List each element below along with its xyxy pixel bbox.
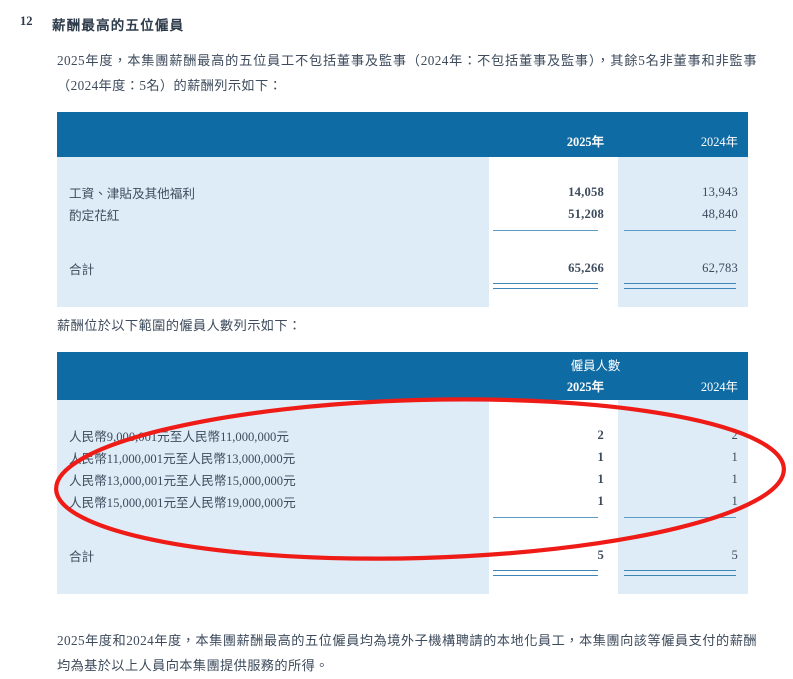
spacer-row [57,520,748,544]
section-number: 12 [20,14,33,28]
table-row: 人民幣13,000,001元至人民幣15,000,000元 1 1 [57,468,748,490]
header-group-label: 僱員人數 [489,352,748,375]
row-label: 人民幣9,000,001元至人民幣11,000,000元 [57,424,489,446]
total-double-rule [57,279,748,290]
subtotal-rule [57,512,748,520]
table-header-group-row: 僱員人數 [57,352,748,375]
header-year-2025: 2025年 [489,375,618,400]
bands-table-head: 僱員人數 2025年 2024年 [57,352,748,400]
table-row: 人民幣9,000,001元至人民幣11,000,000元 2 2 [57,424,748,446]
table-row: 人民幣15,000,001元至人民幣19,000,000元 1 1 [57,490,748,512]
table-row: 酌定花紅 51,208 48,840 [57,203,748,225]
emolument-bands-table: 僱員人數 2025年 2024年 人民幣9,000,001元至人民幣11,000… [57,352,748,594]
rule-line [624,230,736,231]
emoluments-table-body: 工資、津貼及其他福利 14,058 13,943 酌定花紅 51,208 48,… [57,157,748,307]
header-year-2024: 2024年 [618,112,748,157]
row-label: 工資、津貼及其他福利 [57,181,489,203]
total-label: 合計 [57,257,489,279]
row-label: 人民幣11,000,001元至人民幣13,000,000元 [57,446,489,468]
double-rule-line [624,569,736,576]
table-row: 人民幣11,000,001元至人民幣13,000,000元 1 1 [57,446,748,468]
total-label: 合計 [57,544,489,566]
subtotal-rule [57,225,748,233]
total-value-2024: 62,783 [618,257,748,279]
spacer-row [57,577,748,594]
page-title: 薪酬最高的五位僱員 [52,18,185,33]
row-value-2025: 14,058 [489,181,618,203]
middle-paragraph: 薪酬位於以下範圍的僱員人數列示如下： [57,318,302,333]
row-value-2024: 2 [618,424,748,446]
row-value-2024: 1 [618,468,748,490]
double-rule-line [493,569,598,576]
footer-paragraph: 2025年度和2024年度，本集團薪酬最高的五位僱員均為境外子機構聘請的本地化員… [57,633,757,673]
row-label: 酌定花紅 [57,203,489,225]
total-value-2024: 5 [618,544,748,566]
total-row: 合計 5 5 [57,544,748,566]
row-label: 人民幣15,000,001元至人民幣19,000,000元 [57,490,489,512]
section-heading: 12 薪酬最高的五位僱員 [0,14,793,34]
double-rule-line [624,282,736,289]
table-header-row: 2025年 2024年 [57,112,748,157]
row-label: 人民幣13,000,001元至人民幣15,000,000元 [57,468,489,490]
total-row: 合計 65,266 62,783 [57,257,748,279]
spacer-row [57,290,748,307]
table-header-row: 2025年 2024年 [57,375,748,400]
emoluments-table: 2025年 2024年 工資、津貼及其他福利 14,058 13,943 酌定花… [57,112,748,307]
row-value-2024: 13,943 [618,181,748,203]
rule-line [493,230,598,231]
bands-table-body: 人民幣9,000,001元至人民幣11,000,000元 2 2 人民幣11,0… [57,400,748,594]
rule-line [493,517,598,518]
row-value-2025: 1 [489,490,618,512]
total-value-2025: 5 [489,544,618,566]
spacer-row [57,157,748,181]
row-value-2024: 48,840 [618,203,748,225]
row-value-2025: 1 [489,468,618,490]
double-rule-line [493,282,598,289]
row-value-2025: 51,208 [489,203,618,225]
total-double-rule [57,566,748,577]
spacer-row [57,400,748,424]
header-year-2025: 2025年 [489,112,618,157]
spacer-row [57,233,748,257]
total-value-2025: 65,266 [489,257,618,279]
row-value-2024: 1 [618,446,748,468]
intro-paragraph: 2025年度，本集團薪酬最高的五位員工不包括董事及監事（2024年：不包括董事及… [57,53,757,93]
header-year-2024: 2024年 [618,375,748,400]
row-value-2025: 1 [489,446,618,468]
header-label-cell [57,112,489,157]
table-row: 工資、津貼及其他福利 14,058 13,943 [57,181,748,203]
emoluments-table-head: 2025年 2024年 [57,112,748,157]
row-value-2024: 1 [618,490,748,512]
rule-line [624,517,736,518]
row-value-2025: 2 [489,424,618,446]
